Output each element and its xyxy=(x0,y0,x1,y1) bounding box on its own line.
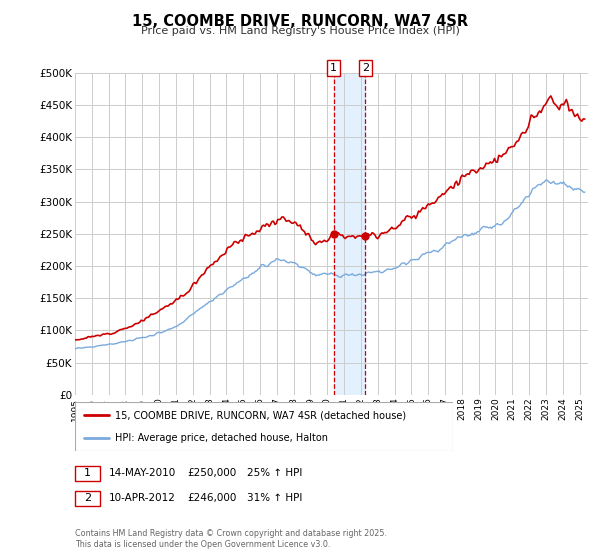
Text: 15, COOMBE DRIVE, RUNCORN, WA7 4SR (detached house): 15, COOMBE DRIVE, RUNCORN, WA7 4SR (deta… xyxy=(115,410,406,421)
Text: 2: 2 xyxy=(362,63,369,73)
Text: 1: 1 xyxy=(84,468,91,478)
Text: Price paid vs. HM Land Registry's House Price Index (HPI): Price paid vs. HM Land Registry's House … xyxy=(140,26,460,36)
Text: 25% ↑ HPI: 25% ↑ HPI xyxy=(247,468,302,478)
Text: 10-APR-2012: 10-APR-2012 xyxy=(109,493,176,503)
Bar xyxy=(334,73,365,395)
Text: HPI: Average price, detached house, Halton: HPI: Average price, detached house, Halt… xyxy=(115,433,328,444)
Text: 14-MAY-2010: 14-MAY-2010 xyxy=(109,468,176,478)
Text: 1: 1 xyxy=(330,63,337,73)
Text: 2: 2 xyxy=(84,493,91,503)
Text: 15, COOMBE DRIVE, RUNCORN, WA7 4SR: 15, COOMBE DRIVE, RUNCORN, WA7 4SR xyxy=(132,14,468,29)
Text: £250,000: £250,000 xyxy=(187,468,236,478)
Text: £246,000: £246,000 xyxy=(187,493,236,503)
Text: Contains HM Land Registry data © Crown copyright and database right 2025.
This d: Contains HM Land Registry data © Crown c… xyxy=(75,529,387,549)
FancyBboxPatch shape xyxy=(75,402,453,451)
Text: 31% ↑ HPI: 31% ↑ HPI xyxy=(247,493,302,503)
